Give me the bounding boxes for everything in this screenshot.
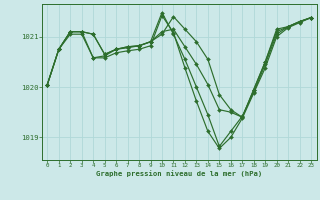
X-axis label: Graphe pression niveau de la mer (hPa): Graphe pression niveau de la mer (hPa) xyxy=(96,170,262,177)
